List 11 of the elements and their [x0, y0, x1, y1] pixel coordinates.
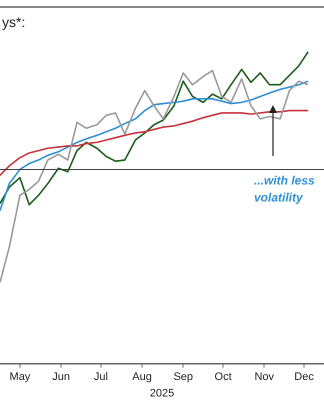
x-tick-label: Jun [52, 371, 70, 384]
x-tick-label: Nov [254, 371, 275, 384]
x-tick-label: Sep [173, 371, 194, 384]
x-tick-label: Oct [214, 371, 232, 384]
x-tick-label: Dec [294, 371, 314, 384]
x-tick-label: Jul [94, 371, 108, 384]
x-tick-label: Aug [132, 371, 152, 384]
x-axis-title: 2025 [150, 387, 174, 400]
annotation: ...with less volatility [254, 173, 316, 204]
chart-title: ys*: [2, 14, 26, 30]
x-tick-label: May [10, 371, 31, 384]
